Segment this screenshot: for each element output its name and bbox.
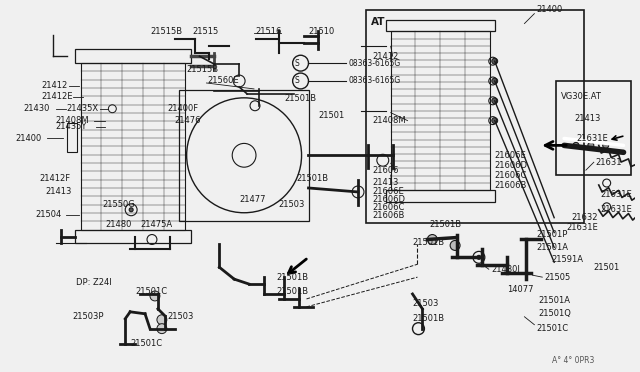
Text: 21501B: 21501B xyxy=(413,238,445,247)
Text: 21480: 21480 xyxy=(106,220,132,229)
Circle shape xyxy=(157,315,167,325)
Bar xyxy=(67,123,77,152)
Text: 21516: 21516 xyxy=(255,27,282,36)
Text: 21501Q: 21501Q xyxy=(538,309,572,318)
Text: 14077: 14077 xyxy=(507,285,533,294)
Text: 21606D: 21606D xyxy=(373,195,406,204)
Text: 21606C: 21606C xyxy=(373,203,405,212)
Text: 21631E: 21631E xyxy=(601,190,632,199)
Circle shape xyxy=(588,142,594,148)
Text: 21430: 21430 xyxy=(23,104,49,113)
Text: 21435X: 21435X xyxy=(67,104,99,113)
Text: 21591A: 21591A xyxy=(551,255,583,264)
Bar xyxy=(366,10,584,223)
Text: 21501C: 21501C xyxy=(135,286,167,295)
Circle shape xyxy=(492,98,498,104)
Text: 21632: 21632 xyxy=(571,213,598,222)
Text: 21515B: 21515B xyxy=(150,27,182,36)
Text: 21560E: 21560E xyxy=(207,77,239,86)
Text: 21413: 21413 xyxy=(45,187,71,196)
Circle shape xyxy=(150,291,160,301)
Text: 21631: 21631 xyxy=(596,158,622,167)
Circle shape xyxy=(450,240,460,250)
Text: 21550G: 21550G xyxy=(102,201,135,209)
Text: 21501C: 21501C xyxy=(130,339,163,348)
Text: 21606: 21606 xyxy=(373,166,399,174)
Text: 21606B: 21606B xyxy=(373,211,405,220)
Text: 21631E: 21631E xyxy=(601,205,632,214)
Text: 21501B: 21501B xyxy=(276,273,309,282)
Text: 21501A: 21501A xyxy=(536,243,568,252)
Text: 21477: 21477 xyxy=(239,195,266,204)
Text: 21606B: 21606B xyxy=(495,180,527,189)
Text: 21503: 21503 xyxy=(168,312,194,321)
Circle shape xyxy=(603,142,609,148)
Text: 21476: 21476 xyxy=(175,116,201,125)
Text: 21510: 21510 xyxy=(308,27,335,36)
Text: 21408M: 21408M xyxy=(56,116,90,125)
Text: 21501P: 21501P xyxy=(536,230,568,239)
Text: 21505: 21505 xyxy=(544,273,570,282)
Text: 21501B: 21501B xyxy=(285,94,317,103)
Bar xyxy=(386,190,495,202)
Text: 21501: 21501 xyxy=(594,263,620,272)
Text: 21501: 21501 xyxy=(319,111,345,120)
Text: 21606D: 21606D xyxy=(495,161,528,170)
Circle shape xyxy=(492,118,498,124)
Circle shape xyxy=(492,78,498,84)
Text: 21501B: 21501B xyxy=(276,286,309,295)
Circle shape xyxy=(428,234,437,244)
Bar xyxy=(556,81,632,175)
Text: 21413: 21413 xyxy=(373,177,399,186)
Circle shape xyxy=(129,208,133,212)
Text: 21504: 21504 xyxy=(35,210,61,219)
Text: 21515: 21515 xyxy=(193,27,219,36)
Text: S: S xyxy=(294,59,299,68)
Text: 21412: 21412 xyxy=(373,52,399,61)
Circle shape xyxy=(157,324,167,334)
Bar xyxy=(75,49,191,63)
Text: 21412: 21412 xyxy=(41,81,67,90)
Text: 21501B: 21501B xyxy=(413,314,445,323)
Text: 21400F: 21400F xyxy=(168,104,199,113)
Text: 21501B: 21501B xyxy=(296,174,329,183)
Text: 21503: 21503 xyxy=(279,201,305,209)
Text: 21606E: 21606E xyxy=(495,151,527,160)
Bar xyxy=(81,63,185,230)
Text: 21475A: 21475A xyxy=(140,220,172,229)
Text: 21501A: 21501A xyxy=(538,296,570,305)
Text: 08363-6165G: 08363-6165G xyxy=(348,59,401,68)
Text: 21606C: 21606C xyxy=(495,171,527,180)
Text: 21412E: 21412E xyxy=(41,92,72,101)
Bar xyxy=(390,32,490,190)
Text: 21435Y: 21435Y xyxy=(56,122,87,131)
Bar xyxy=(386,20,495,32)
Circle shape xyxy=(573,142,579,148)
Bar xyxy=(75,230,191,243)
Text: 21408M: 21408M xyxy=(373,116,406,125)
Text: 21480J: 21480J xyxy=(492,265,521,274)
Text: 21400: 21400 xyxy=(15,134,42,143)
Text: 21501B: 21501B xyxy=(429,220,461,229)
Text: 21503: 21503 xyxy=(413,299,439,308)
Circle shape xyxy=(492,58,498,64)
Bar xyxy=(179,90,310,221)
Text: 21631E: 21631E xyxy=(576,134,608,143)
Text: AT: AT xyxy=(371,16,385,26)
Text: 08363-6165G: 08363-6165G xyxy=(348,77,401,86)
Text: S: S xyxy=(294,77,299,86)
Text: 21400: 21400 xyxy=(536,5,563,14)
Text: 21503P: 21503P xyxy=(73,312,104,321)
Text: VG30E.AT: VG30E.AT xyxy=(561,92,602,101)
Text: A° 4° 0PR3: A° 4° 0PR3 xyxy=(552,356,595,365)
Text: 21606E: 21606E xyxy=(373,187,404,196)
Circle shape xyxy=(477,255,481,259)
Text: DP: Z24I: DP: Z24I xyxy=(76,278,111,286)
Text: 21413: 21413 xyxy=(574,114,600,123)
Text: 21631E: 21631E xyxy=(566,223,598,232)
Text: 21515B: 21515B xyxy=(187,65,219,74)
Text: 21412F: 21412F xyxy=(39,174,70,183)
Text: 21501C: 21501C xyxy=(536,324,568,333)
